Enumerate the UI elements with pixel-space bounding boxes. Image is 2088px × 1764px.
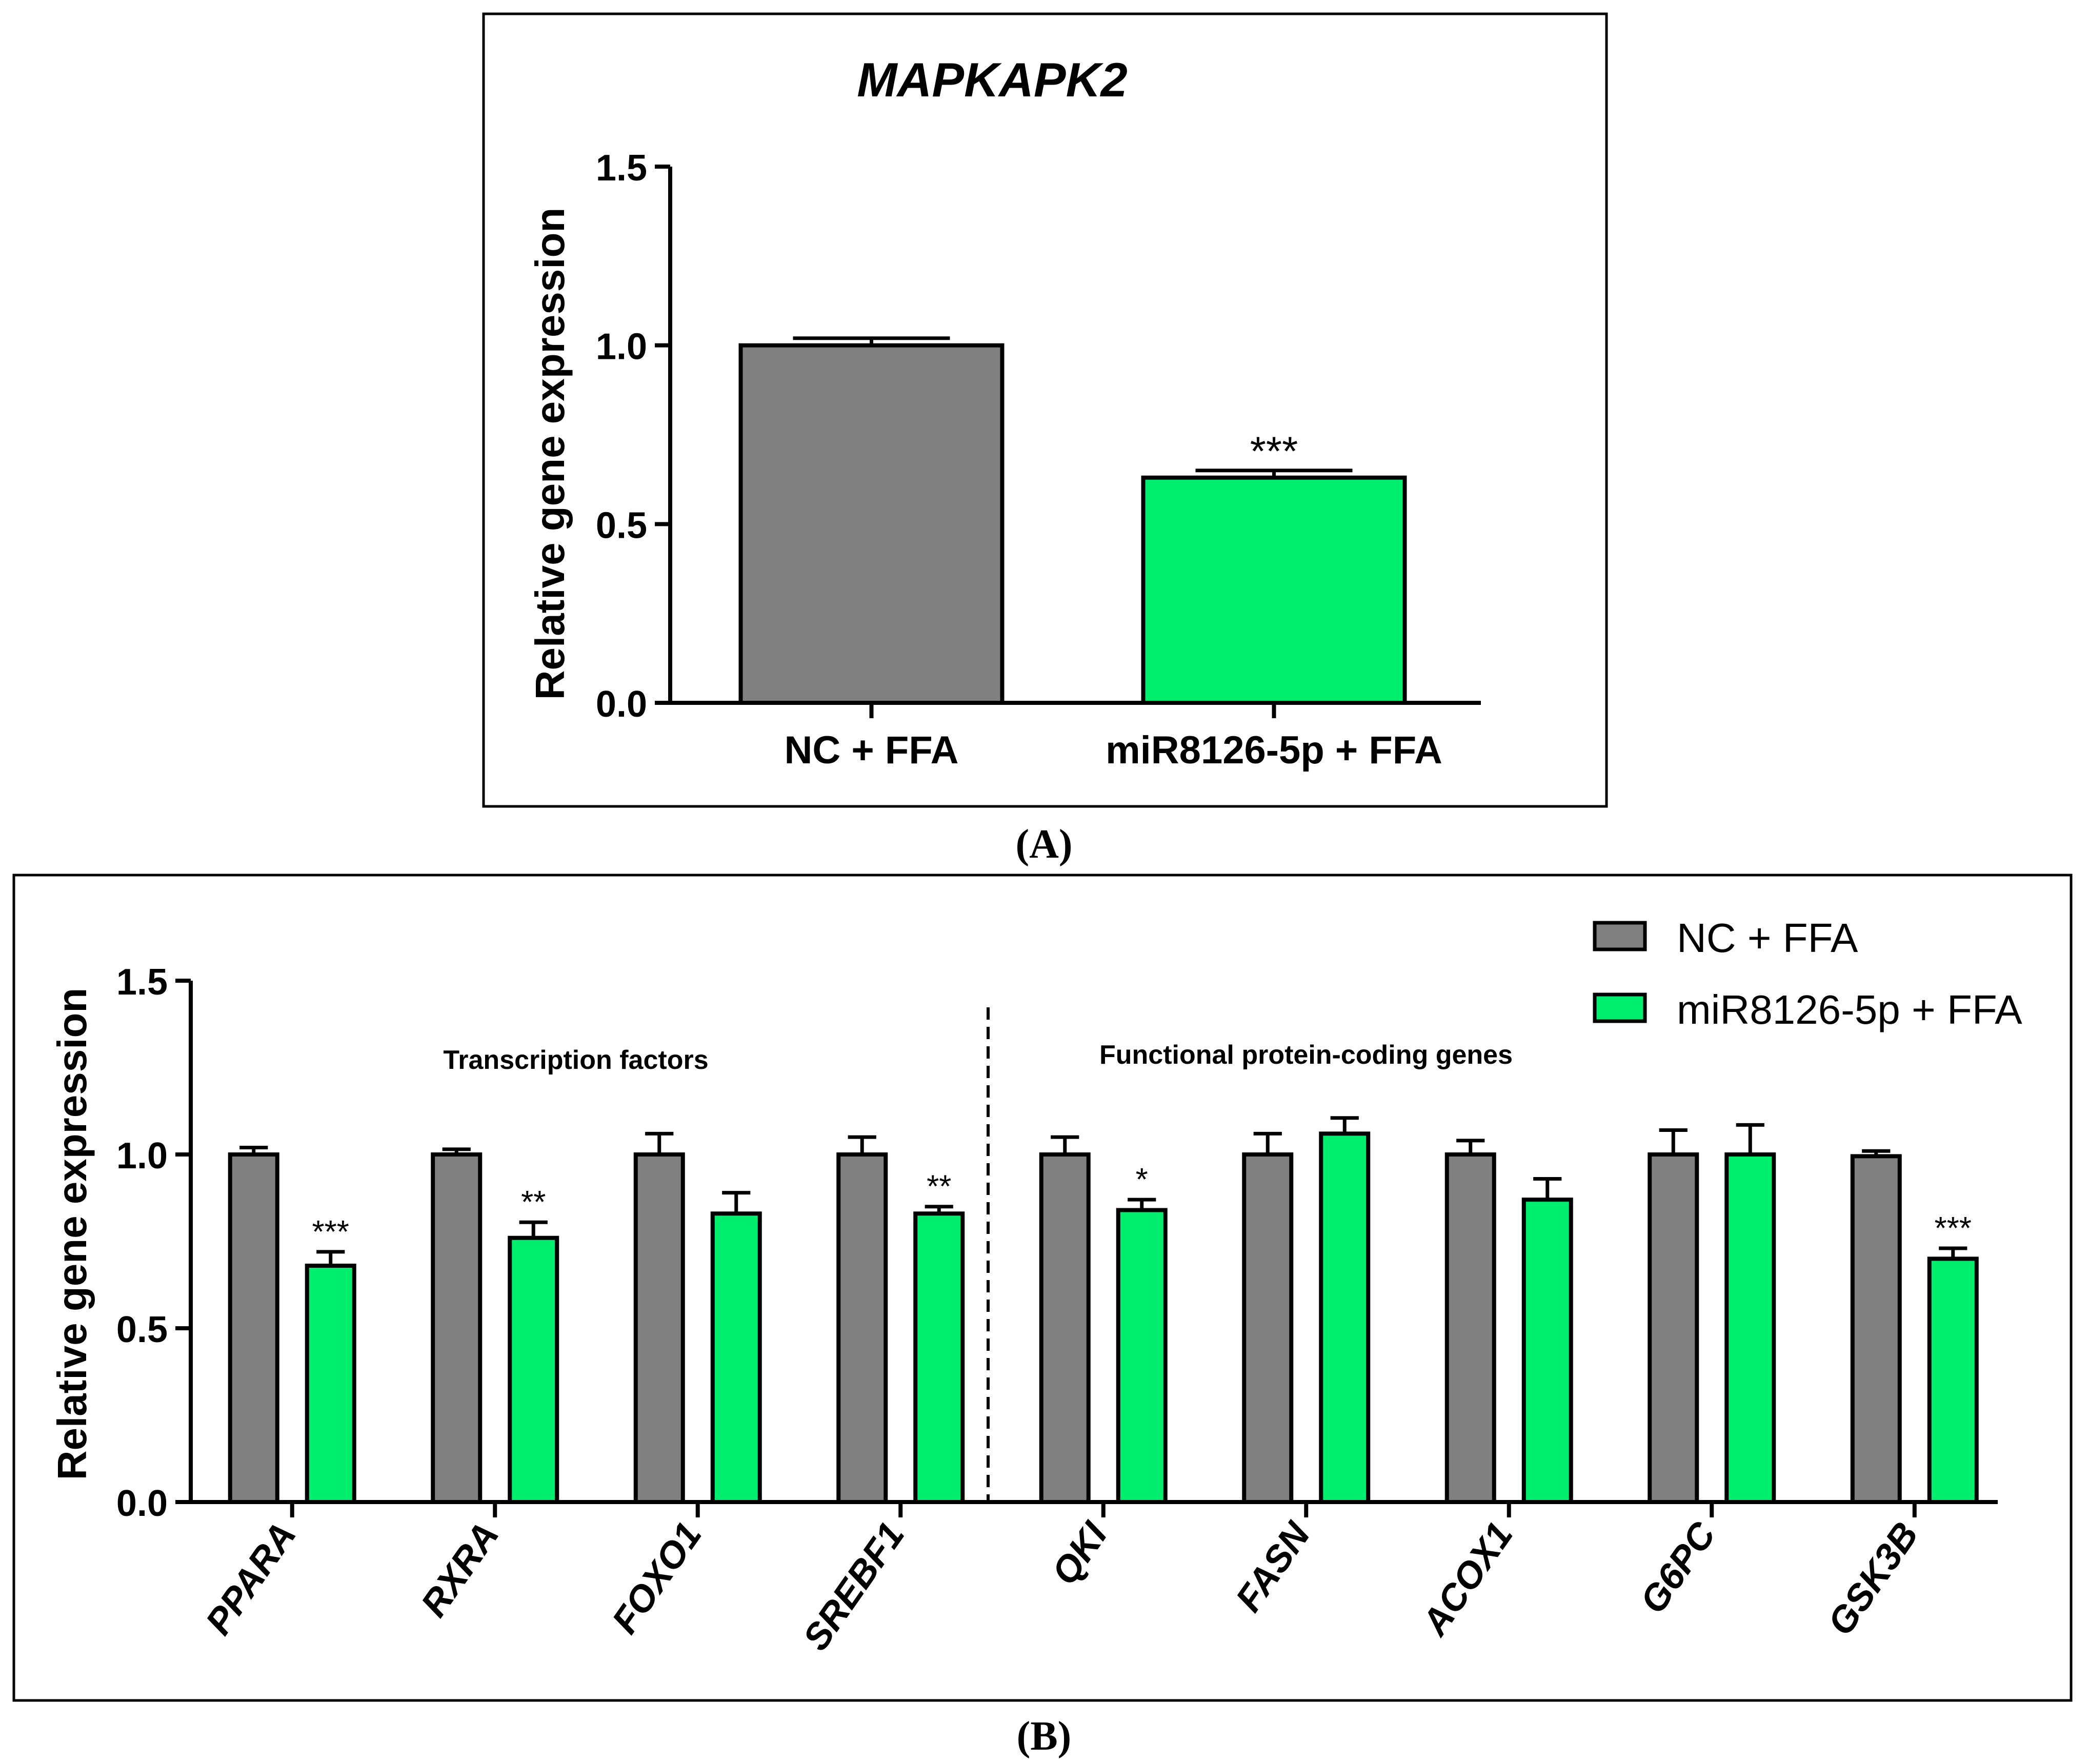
significance-marker: *** bbox=[312, 1214, 349, 1250]
significance-marker: *** bbox=[1935, 1211, 1972, 1246]
bar-nc-foxo1 bbox=[633, 1152, 685, 1504]
panel-b-y-ticks: 0.0 0.5 1.0 1.5 bbox=[116, 962, 191, 1524]
bar-mir-foxo1 bbox=[710, 1211, 762, 1504]
y-tick-label: 1.5 bbox=[116, 962, 168, 1003]
significance-marker: ** bbox=[521, 1185, 546, 1220]
x-tick-label: NC + FFA bbox=[785, 728, 959, 772]
bar-mir bbox=[1141, 475, 1407, 705]
panel-a: MAPKAPK2 Relative gene expression 0.0 0.5… bbox=[482, 12, 1608, 808]
bar-nc-srebf1 bbox=[836, 1152, 888, 1504]
x-tick-label: miR8126-5p + FFA bbox=[1106, 728, 1442, 772]
significance-marker: * bbox=[1136, 1162, 1148, 1198]
bar-mir-acox1 bbox=[1521, 1198, 1573, 1504]
y-tick-label: 1.0 bbox=[116, 1136, 168, 1177]
bar-nc-ppara bbox=[228, 1152, 279, 1504]
bar-mir-rxra bbox=[508, 1235, 559, 1504]
bar-nc-fasn bbox=[1242, 1152, 1294, 1504]
group-label-transcription-factors: Transcription factors bbox=[443, 1045, 708, 1075]
panel-b-frame bbox=[12, 874, 2073, 1702]
bar-mir-srebf1 bbox=[913, 1211, 965, 1504]
bar-mir-gsk3b bbox=[1927, 1256, 1979, 1504]
significance-marker: *** bbox=[1250, 429, 1298, 474]
legend-label-nc: NC + FFA bbox=[1677, 915, 1858, 961]
y-tick-label: 0.0 bbox=[116, 1483, 168, 1524]
panel-a-x-ticks: NC + FFA miR8126-5p + FFA bbox=[785, 703, 1442, 772]
group-label-functional-genes: Functional protein-coding genes bbox=[1099, 1040, 1513, 1070]
legend-label-mir: miR8126-5p + FFA bbox=[1677, 987, 2022, 1032]
panel-a-y-ticks: 0.0 0.5 1.0 1.5 bbox=[596, 148, 670, 725]
bar-nc-rxra bbox=[431, 1152, 483, 1504]
panel-a-caption: (A) bbox=[1015, 822, 1072, 867]
bar-mir-qki bbox=[1116, 1208, 1168, 1504]
y-tick-label: 1.0 bbox=[596, 327, 647, 368]
panel-a-y-axis-label: Relative gene expression bbox=[527, 208, 573, 700]
panel-b-y-axis-label: Relative gene expression bbox=[49, 988, 95, 1480]
y-tick-label: 0.5 bbox=[116, 1309, 168, 1350]
legend: NC + FFA miR8126-5p + FFA bbox=[1593, 915, 2022, 1032]
bar-nc-acox1 bbox=[1444, 1152, 1496, 1504]
y-tick-label: 0.0 bbox=[596, 684, 647, 725]
bar-nc bbox=[738, 343, 1005, 705]
panel-a-frame bbox=[482, 12, 1608, 808]
panel-b-caption: (B) bbox=[1017, 1714, 1072, 1759]
y-tick-label: 0.5 bbox=[596, 505, 647, 546]
significance-marker: ** bbox=[927, 1169, 951, 1205]
bar-mir-g6pc bbox=[1724, 1152, 1776, 1504]
legend-swatch-nc bbox=[1593, 921, 1647, 951]
y-tick-label: 1.5 bbox=[596, 148, 647, 189]
bar-nc-gsk3b bbox=[1850, 1154, 1902, 1504]
bar-mir-ppara bbox=[305, 1263, 356, 1504]
bar-nc-qki bbox=[1039, 1152, 1091, 1504]
bar-nc-g6pc bbox=[1648, 1152, 1699, 1504]
panel-a-title: MAPKAPK2 bbox=[857, 53, 1128, 107]
bar-mir-fasn bbox=[1319, 1131, 1371, 1505]
panel-a-bars: *** bbox=[738, 336, 1407, 705]
panel-b-bars: ***** ** **** bbox=[228, 1116, 1979, 1505]
legend-swatch-mir bbox=[1593, 992, 1647, 1023]
